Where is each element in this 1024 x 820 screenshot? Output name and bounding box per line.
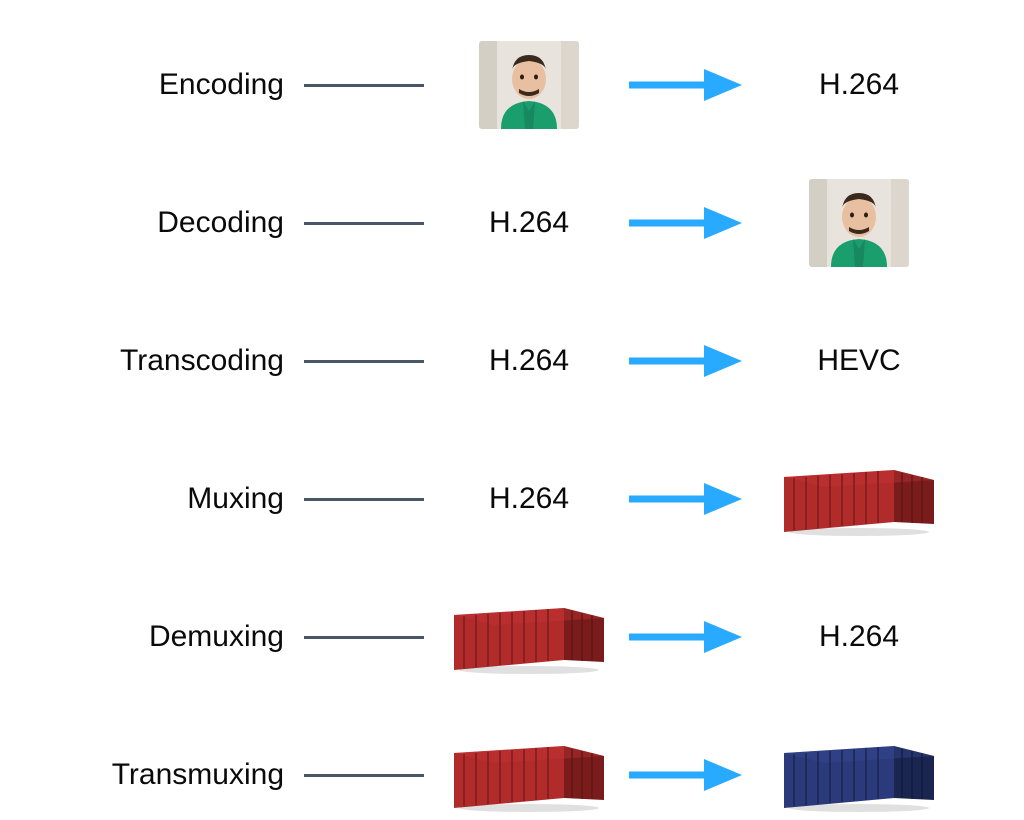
row-transmuxing: Transmuxing — [60, 730, 964, 820]
row-label: Demuxing — [60, 620, 284, 654]
connector-line — [304, 360, 424, 363]
codec-label: H.264 — [489, 206, 569, 240]
arrow-cell — [614, 65, 754, 105]
codec-label: H.264 — [489, 482, 569, 516]
right-cell — [754, 738, 964, 813]
row-label: Transmuxing — [60, 758, 284, 792]
shipping-container-red-icon — [779, 462, 939, 537]
left-cell — [444, 41, 614, 129]
connector-line — [304, 636, 424, 639]
row-label: Encoding — [60, 68, 284, 102]
arrow-right-icon — [624, 755, 744, 795]
arrow-cell — [614, 617, 754, 657]
video-terms-diagram: Encoding — [60, 40, 964, 820]
left-cell: H.264 — [444, 344, 614, 378]
row-label: Decoding — [60, 206, 284, 240]
person-photo-icon — [479, 41, 579, 129]
codec-label: H.264 — [819, 620, 899, 654]
arrow-right-icon — [624, 65, 744, 105]
right-cell: HEVC — [754, 344, 964, 378]
row-decoding: Decoding H.264 — [60, 178, 964, 268]
arrow-cell — [614, 341, 754, 381]
left-cell — [444, 600, 614, 675]
codec-label: H.264 — [489, 344, 569, 378]
row-transcoding: Transcoding H.264 HEVC — [60, 316, 964, 406]
left-cell: H.264 — [444, 206, 614, 240]
arrow-right-icon — [624, 617, 744, 657]
arrow-right-icon — [624, 341, 744, 381]
right-cell: H.264 — [754, 68, 964, 102]
row-label: Muxing — [60, 482, 284, 516]
codec-label: H.264 — [819, 68, 899, 102]
row-muxing: Muxing H.264 — [60, 454, 964, 544]
right-cell: H.264 — [754, 620, 964, 654]
codec-label: HEVC — [817, 344, 900, 378]
right-cell — [754, 179, 964, 267]
arrow-right-icon — [624, 203, 744, 243]
arrow-cell — [614, 203, 754, 243]
connector-line — [304, 222, 424, 225]
arrow-cell — [614, 755, 754, 795]
row-label: Transcoding — [60, 344, 284, 378]
row-demuxing: Demuxing — [60, 592, 964, 682]
shipping-container-red-icon — [449, 600, 609, 675]
arrow-right-icon — [624, 479, 744, 519]
left-cell: H.264 — [444, 482, 614, 516]
connector-line — [304, 774, 424, 777]
connector-line — [304, 498, 424, 501]
person-photo-icon — [809, 179, 909, 267]
connector-line — [304, 84, 424, 87]
arrow-cell — [614, 479, 754, 519]
shipping-container-red-icon — [449, 738, 609, 813]
shipping-container-blue-icon — [779, 738, 939, 813]
left-cell — [444, 738, 614, 813]
right-cell — [754, 462, 964, 537]
row-encoding: Encoding — [60, 40, 964, 130]
